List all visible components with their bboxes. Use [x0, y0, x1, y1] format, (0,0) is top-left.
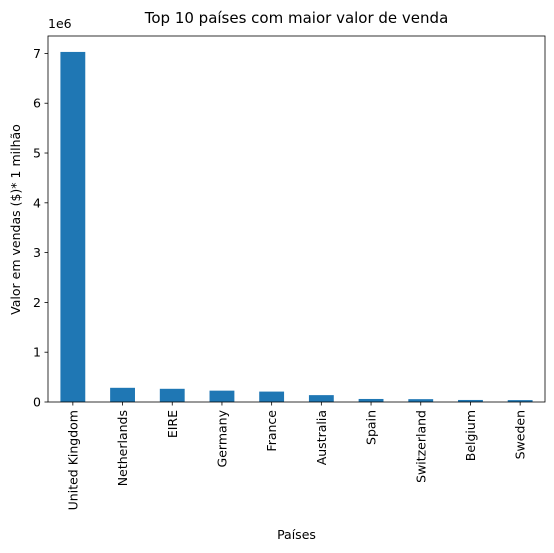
x-tick-label: France [264, 410, 279, 452]
bar [408, 399, 434, 402]
y-axis-offset-label: 1e6 [48, 16, 72, 31]
x-axis-label: Países [277, 527, 316, 542]
bar [110, 387, 135, 402]
y-tick-label: 0 [33, 395, 41, 410]
chart-title: Top 10 países com maior valor de venda [144, 9, 449, 27]
bar [209, 390, 235, 402]
x-tick-label: Netherlands [115, 410, 130, 486]
x-tick-label: Australia [314, 410, 329, 465]
bar [259, 391, 285, 402]
plot-area: 0 1 2 3 4 5 6 7 United Kingdom Netherlands EIRE Ger… [33, 35, 546, 510]
x-tick-label: United Kingdom [65, 410, 80, 510]
y-tick-label: 7 [33, 46, 41, 61]
x-tick-label: Sweden [513, 410, 528, 459]
x-tick-label: Switzerland [413, 410, 428, 483]
y-tick-label: 2 [33, 295, 41, 310]
bar [60, 51, 86, 403]
y-axis-label: Valor em vendas ($)* 1 milhão [8, 124, 23, 315]
y-tick-label: 3 [33, 245, 41, 260]
x-tick-label: Germany [214, 409, 229, 467]
y-tick-label: 5 [33, 146, 41, 161]
bar [458, 399, 483, 402]
axes-frame [47, 35, 546, 403]
bar [159, 388, 185, 402]
y-tick-label: 6 [33, 96, 41, 111]
y-tick-label: 1 [33, 345, 41, 360]
bar [358, 398, 384, 402]
bar [308, 395, 334, 402]
bar [507, 400, 533, 402]
x-tick-label: Belgium [463, 410, 478, 461]
x-tick-label: Spain [364, 410, 379, 445]
x-tick-label: EIRE [165, 410, 180, 438]
y-tick-label: 4 [33, 195, 41, 210]
